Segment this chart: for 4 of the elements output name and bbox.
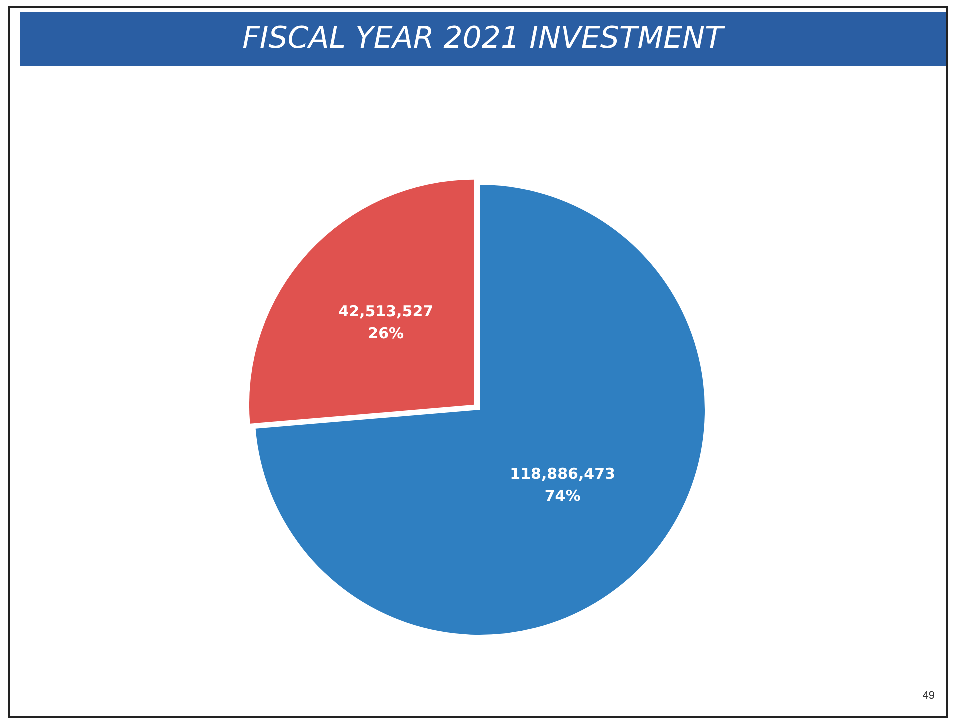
- data-label: 42,513,527 26%: [338, 302, 434, 343]
- data-label: 118,886,473 74%: [510, 465, 616, 506]
- chart-title: FISCAL YEAR 2021 INVESTMENT: [20, 12, 946, 66]
- text: 49: [922, 690, 935, 702]
